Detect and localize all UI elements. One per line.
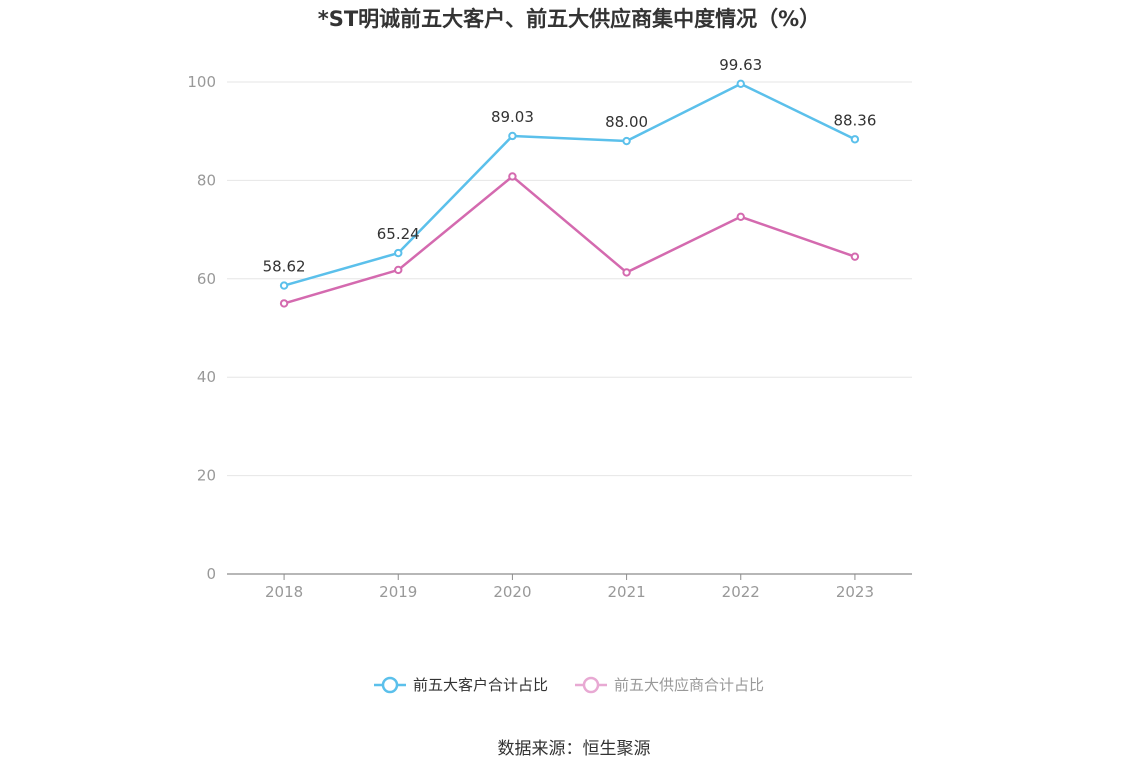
data-point[interactable] <box>394 265 403 275</box>
y-tick-label: 100 <box>187 73 216 91</box>
y-tick-label: 40 <box>197 368 216 386</box>
legend-label: 前五大供应商合计占比 <box>614 676 764 694</box>
legend-circle-icon <box>381 676 399 694</box>
x-tick-label: 2019 <box>379 583 417 601</box>
data-point[interactable] <box>508 131 517 141</box>
x-tick-label: 2022 <box>722 583 760 601</box>
data-point[interactable] <box>508 172 517 181</box>
y-tick-label: 20 <box>197 467 216 485</box>
data-label: 88.36 <box>833 111 876 129</box>
data-point[interactable] <box>736 212 745 222</box>
chart-title: *ST明诚前五大客户、前五大供应商集中度情况（%） <box>318 7 820 31</box>
data-point[interactable] <box>622 136 631 146</box>
y-tick-label: 0 <box>206 565 216 583</box>
data-point[interactable] <box>622 268 631 277</box>
grid-lines <box>227 81 912 477</box>
data-label: 99.63 <box>719 56 762 74</box>
y-tick-label: 80 <box>197 171 216 189</box>
x-tick-label: 2020 <box>493 583 531 601</box>
series-line <box>283 82 856 287</box>
data-label: 88.00 <box>605 113 648 131</box>
source-note: 数据来源：恒生聚源 <box>498 739 651 759</box>
data-label: 58.62 <box>263 258 306 276</box>
data-label: 89.03 <box>491 108 534 126</box>
legend-item-2[interactable]: 前五大供应商合计占比 <box>575 676 764 694</box>
data-point[interactable] <box>394 248 403 258</box>
legend-circle-icon <box>582 676 600 694</box>
data-point[interactable] <box>850 252 860 261</box>
legend-item-1[interactable]: 前五大客户合计占比 <box>374 676 548 694</box>
data-point[interactable] <box>736 79 745 89</box>
series-2 <box>279 172 860 308</box>
data-point[interactable] <box>279 299 289 308</box>
x-tick-label: 2021 <box>607 583 645 601</box>
data-point[interactable] <box>850 135 860 144</box>
y-axis: 0 20 40 60 80 100 <box>187 73 216 583</box>
legend-label: 前五大客户合计占比 <box>413 676 548 694</box>
data-label: 65.24 <box>377 225 420 243</box>
x-tick-label: 2023 <box>836 583 874 601</box>
legend[interactable]: 前五大客户合计占比 前五大供应商合计占比 <box>374 676 764 694</box>
x-axis: 2018 2019 2020 2021 2022 2023 <box>227 573 912 601</box>
series-1: 58.62 65.24 89.03 88.00 99.63 88.36 <box>263 56 876 290</box>
series-group: 58.62 65.24 89.03 88.00 99.63 88.36 <box>263 56 876 308</box>
series-line <box>283 175 856 305</box>
x-tick-label: 2018 <box>265 583 303 601</box>
data-point[interactable] <box>279 281 289 290</box>
y-tick-label: 60 <box>197 270 216 288</box>
